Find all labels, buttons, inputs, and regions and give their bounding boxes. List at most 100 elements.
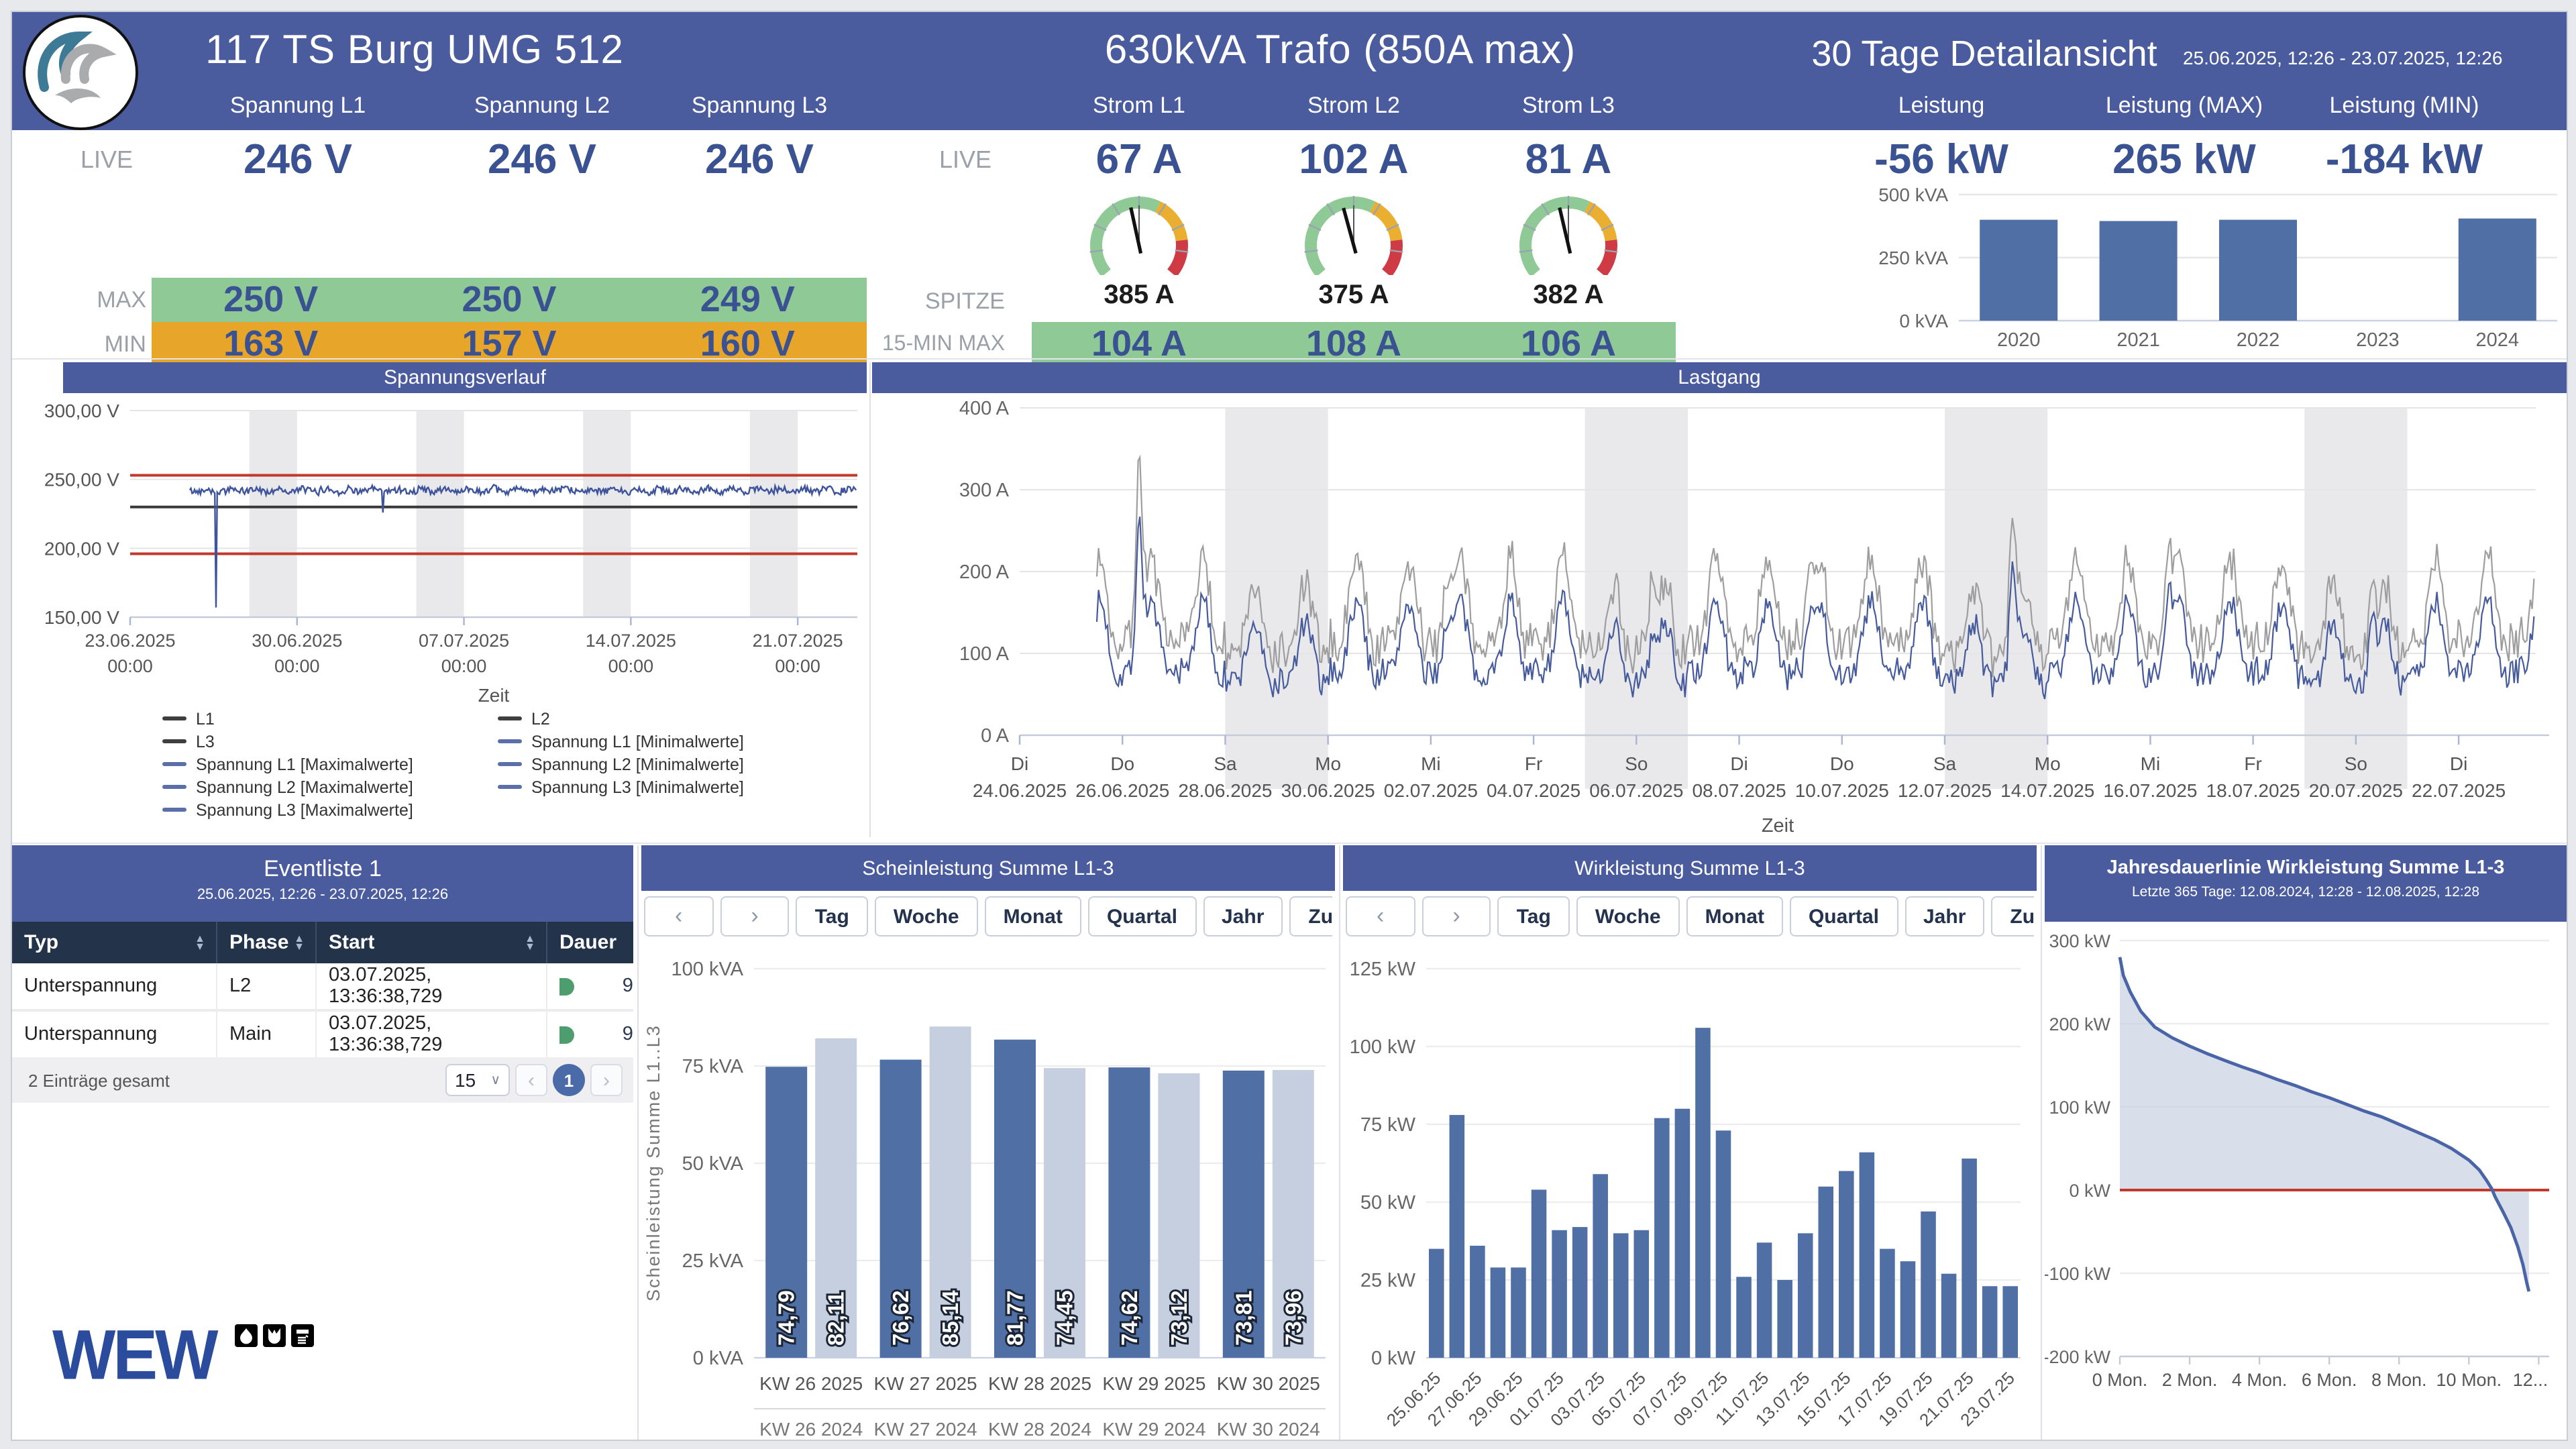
range-button-woche[interactable]: Woche <box>874 896 978 936</box>
svg-text:KW 26 2025: KW 26 2025 <box>759 1373 863 1394</box>
gauge-l2 <box>1304 196 1403 275</box>
duration-badge-icon <box>559 1026 574 1043</box>
svg-text:-100 kW: -100 kW <box>2045 1264 2111 1284</box>
kva-bar-2025-2 <box>879 1059 922 1358</box>
legend-item[interactable]: Spannung L3 [Maximalwerte] <box>162 798 498 821</box>
sort-icon[interactable]: ▲ ▼ <box>195 932 205 952</box>
svg-text:Di: Di <box>1011 753 1028 774</box>
range-button-tag[interactable]: Tag <box>796 896 868 936</box>
eventlist-total: 2 Einträge gesamt <box>28 1070 170 1090</box>
sort-icon[interactable]: ▲ ▼ <box>525 932 535 952</box>
legend-item[interactable]: L2 <box>498 707 833 730</box>
wew-logo-text: WEW <box>52 1316 218 1395</box>
svg-text:100 kW: 100 kW <box>2049 1097 2110 1118</box>
svg-text:2023: 2023 <box>2356 329 2400 351</box>
svg-text:Mi: Mi <box>1421 753 1441 774</box>
gauge-l3 <box>1519 196 1618 275</box>
svg-text:KW 26 2024: KW 26 2024 <box>759 1419 863 1440</box>
sort-icon[interactable]: ▲ ▼ <box>294 932 305 952</box>
svg-text:50 kW: 50 kW <box>1360 1192 1416 1214</box>
range-next-button[interactable]: › <box>720 896 790 936</box>
svg-text:00:00: 00:00 <box>107 656 153 676</box>
range-button-quartal[interactable]: Quartal <box>1087 896 1196 936</box>
current-page[interactable]: 1 <box>553 1064 585 1096</box>
svg-text:04.07.2025: 04.07.2025 <box>1487 780 1580 801</box>
page-size-select[interactable]: 15 ∨ <box>445 1064 510 1096</box>
svg-text:00:00: 00:00 <box>775 656 820 676</box>
svg-text:Mi: Mi <box>2141 753 2161 774</box>
svg-text:26.06.2025: 26.06.2025 <box>1075 780 1169 801</box>
range-button-monat[interactable]: Monat <box>984 896 1081 936</box>
detail-date-range: 25.06.2025, 12:26 - 23.07.2025, 12:26 <box>2183 47 2503 68</box>
kva-bar-2024-2 <box>929 1026 971 1358</box>
col-spannung-l1: Spannung L1 <box>229 93 366 118</box>
svg-text:Do: Do <box>1110 753 1134 774</box>
kw-bar-9 <box>1593 1174 1608 1358</box>
prev-page-button[interactable]: ‹ <box>515 1064 547 1096</box>
svg-text:08.07.2025: 08.07.2025 <box>1692 780 1786 801</box>
svg-text:2021: 2021 <box>2116 329 2160 351</box>
svg-text:Zeit: Zeit <box>1762 815 1794 837</box>
kw-bar-22 <box>1859 1152 1875 1358</box>
event-start: 03.07.2025, 13:36:38,729 <box>315 963 546 1009</box>
range-button-monat[interactable]: Monat <box>1686 896 1783 936</box>
event-row[interactable]: Unterspannung Main 03.07.2025, 13:36:38,72… <box>12 1012 633 1060</box>
legend-line-swatch <box>162 739 186 743</box>
range-button-quartal[interactable]: Quartal <box>1789 896 1898 936</box>
legend-item[interactable]: Spannung L1 [Maximalwerte] <box>162 753 498 775</box>
legend-line-swatch <box>162 716 186 720</box>
kw-bar-16 <box>1736 1277 1752 1358</box>
kw-bar-25 <box>1921 1211 1936 1358</box>
legend-line-swatch <box>498 716 522 720</box>
svg-text:200 kW: 200 kW <box>2049 1014 2110 1034</box>
legend-item[interactable]: Spannung L2 [Maximalwerte] <box>162 775 498 798</box>
range-button-jahr[interactable]: Jahr <box>1904 896 1985 936</box>
kva-bar-2025-1 <box>765 1067 808 1358</box>
svg-text:Mo: Mo <box>2035 753 2061 774</box>
eventlist-col-typ[interactable]: Typ ▲ ▼ <box>24 931 205 954</box>
kw-bar-29 <box>2002 1286 2018 1358</box>
eventlist-col-phase[interactable]: Phase ▲ ▼ <box>216 922 315 963</box>
svg-text:85,14: 85,14 <box>938 1290 963 1346</box>
min15-l2: 108 A <box>1305 323 1402 364</box>
range-prev-button[interactable]: ‹ <box>1346 896 1415 936</box>
max-voltage-l3: 249 V <box>700 279 795 319</box>
range-button-zurücksetzen[interactable]: Zurücksetzen <box>1289 896 1332 936</box>
legend-item[interactable]: L1 <box>162 707 498 730</box>
kw-bar-14 <box>1695 1028 1711 1358</box>
jahresdauerlinie-chart[interactable]: 300 kW 200 kW 100 kW 0 kW -100 kW -200 kW 0 Mo… <box>2045 922 2567 1440</box>
kw-bar-8 <box>1572 1227 1588 1358</box>
svg-text:12.07.2025: 12.07.2025 <box>1898 780 1992 801</box>
spannungsverlauf-title: Spannungsverlauf <box>63 362 867 393</box>
svg-text:07.07.2025: 07.07.2025 <box>419 631 509 651</box>
event-row[interactable]: Unterspannung L2 03.07.2025, 13:36:38,729 9… <box>12 963 633 1012</box>
svg-text:Fr: Fr <box>1525 753 1542 774</box>
yearly-kva-chart[interactable]: 500 kVA 250 kVA 0 kVA 2020 2021 2022 2023 2024 <box>1870 176 2567 361</box>
svg-text:Mo: Mo <box>1315 753 1341 774</box>
legend-item[interactable]: L3 <box>162 730 498 753</box>
svg-text:0 Mon.: 0 Mon. <box>2092 1370 2148 1390</box>
range-button-tag[interactable]: Tag <box>1497 896 1570 936</box>
legend-item[interactable]: Spannung L3 [Minimalwerte] <box>498 775 833 798</box>
eventlist-col-start[interactable]: Start ▲ ▼ <box>315 922 546 963</box>
svg-text:250 kVA: 250 kVA <box>1878 248 1948 268</box>
scheinleistung-chart[interactable]: 100 kVA 75 kVA 50 kVA 25 kVA 0 kVA 74,79 82,11… <box>641 945 1335 1441</box>
year-bar-2020 <box>1980 219 2058 321</box>
range-button-jahr[interactable]: Jahr <box>1203 896 1283 936</box>
next-page-button[interactable]: › <box>590 1064 623 1096</box>
legend-item[interactable]: Spannung L1 [Minimalwerte] <box>498 730 833 753</box>
range-button-woche[interactable]: Woche <box>1576 896 1680 936</box>
kw-bar-28 <box>1982 1286 1998 1358</box>
range-next-button[interactable]: › <box>1421 896 1491 936</box>
range-button-zurücksetzen[interactable]: Zurücksetzen <box>1991 896 2034 936</box>
spannungsverlauf-chart[interactable]: 300,00 V 250,00 V 200,00 V 150,00 V 23.06.20… <box>12 394 869 703</box>
logo-swirl-icon <box>38 31 117 103</box>
range-prev-button[interactable]: ‹ <box>644 896 714 936</box>
svg-text:KW 30 2025: KW 30 2025 <box>1217 1373 1320 1394</box>
heat-icon <box>290 1324 314 1347</box>
eventlist-col-dauer[interactable]: Dauer <box>546 922 633 963</box>
legend-item[interactable]: Spannung L2 [Minimalwerte] <box>498 753 833 775</box>
eventlist-header: Eventliste 1 25.06.2025, 12:26 - 23.07.2… <box>12 845 633 922</box>
